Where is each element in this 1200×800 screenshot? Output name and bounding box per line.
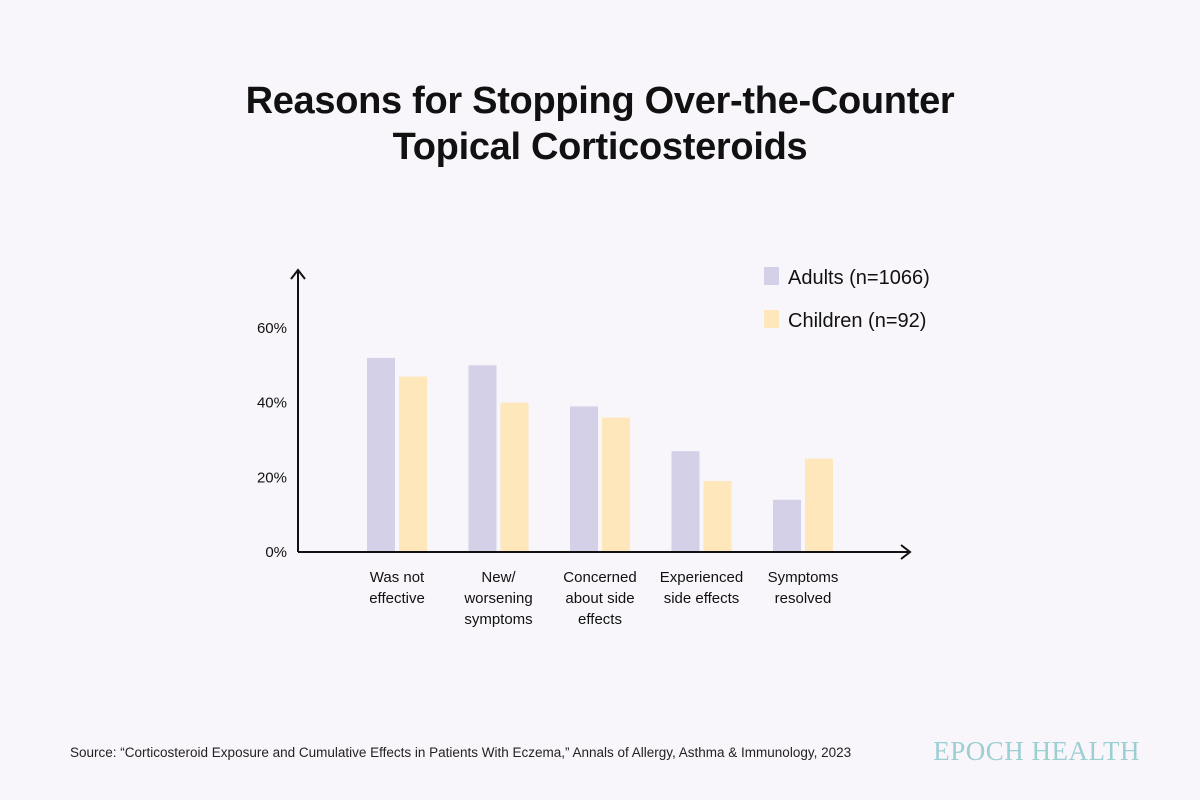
x-category-label-4-0: Symptoms — [768, 569, 839, 586]
x-category-label-1-0: New/ — [481, 569, 516, 586]
bar-children-4 — [805, 458, 833, 552]
x-category-label-3-0: Experienced — [660, 569, 743, 586]
legend-label-1: Children (n=92) — [788, 310, 926, 332]
chart-title-line-2: Topical Corticosteroids — [392, 126, 808, 168]
bar-adults-3 — [671, 451, 700, 552]
x-axis-arrow-icon — [900, 544, 912, 560]
bar-children-1 — [500, 402, 529, 552]
y-tick-label-40: 40% — [257, 395, 287, 412]
y-axis-arrow-icon — [290, 268, 306, 280]
source-note: Source: “Corticosteroid Exposure and Cum… — [70, 745, 852, 760]
x-category-label-0-0: Was not — [370, 569, 425, 586]
x-category-label-0-1: effective — [369, 590, 425, 607]
legend-swatch-0 — [764, 267, 779, 285]
x-category-label-1-2: symptoms — [464, 611, 532, 628]
bar-children-3 — [703, 481, 732, 552]
bar-children-0 — [399, 376, 427, 552]
legend-label-0: Adults (n=1066) — [788, 267, 930, 289]
chart-title-line-1: Reasons for Stopping Over-the-Counter — [245, 80, 955, 122]
bar-children-2 — [602, 417, 630, 552]
bar-adults-4 — [773, 499, 801, 552]
x-category-label-2-0: Concerned — [563, 569, 636, 586]
y-tick-label-20: 20% — [257, 469, 287, 486]
chart-title: Reasons for Stopping Over-the-Counter To… — [0, 78, 1200, 170]
x-category-label-2-2: effects — [578, 611, 622, 628]
y-tick-label-0: 0% — [265, 544, 287, 561]
y-tick-label-60: 60% — [257, 320, 287, 337]
bar-adults-1 — [468, 365, 497, 552]
bar-adults-0 — [367, 357, 395, 552]
x-category-label-4-1: resolved — [775, 590, 832, 607]
bar-adults-2 — [570, 406, 598, 552]
x-category-label-2-1: about side — [565, 590, 634, 607]
x-category-label-1-1: worsening — [463, 590, 532, 607]
legend-swatch-1 — [764, 310, 779, 328]
brand-logo: EPOCH HEALTH — [933, 736, 1140, 766]
x-category-label-3-1: side effects — [664, 590, 740, 607]
